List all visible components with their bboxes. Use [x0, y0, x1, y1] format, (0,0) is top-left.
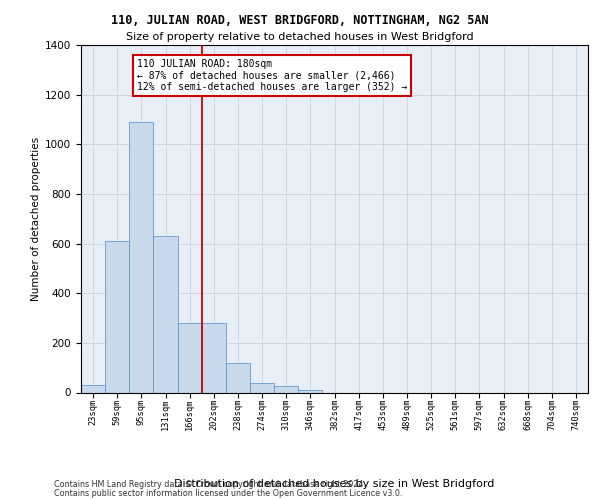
- Bar: [202, 323, 226, 392]
- Text: 110, JULIAN ROAD, WEST BRIDGFORD, NOTTINGHAM, NG2 5AN: 110, JULIAN ROAD, WEST BRIDGFORD, NOTTIN…: [111, 14, 489, 27]
- Text: Contains public sector information licensed under the Open Government Licence v3: Contains public sector information licen…: [54, 488, 403, 498]
- Bar: [274, 386, 298, 392]
- Bar: [129, 122, 154, 392]
- Bar: [298, 390, 322, 392]
- Bar: [81, 385, 105, 392]
- Bar: [178, 323, 202, 392]
- Y-axis label: Number of detached properties: Number of detached properties: [31, 136, 41, 301]
- Bar: [250, 382, 274, 392]
- Bar: [226, 362, 250, 392]
- Bar: [105, 241, 129, 392]
- X-axis label: Distribution of detached houses by size in West Bridgford: Distribution of detached houses by size …: [175, 479, 494, 489]
- Text: Size of property relative to detached houses in West Bridgford: Size of property relative to detached ho…: [126, 32, 474, 42]
- Bar: [154, 236, 178, 392]
- Text: Contains HM Land Registry data © Crown copyright and database right 2024.: Contains HM Land Registry data © Crown c…: [54, 480, 366, 489]
- Text: 110 JULIAN ROAD: 180sqm
← 87% of detached houses are smaller (2,466)
12% of semi: 110 JULIAN ROAD: 180sqm ← 87% of detache…: [137, 58, 407, 92]
